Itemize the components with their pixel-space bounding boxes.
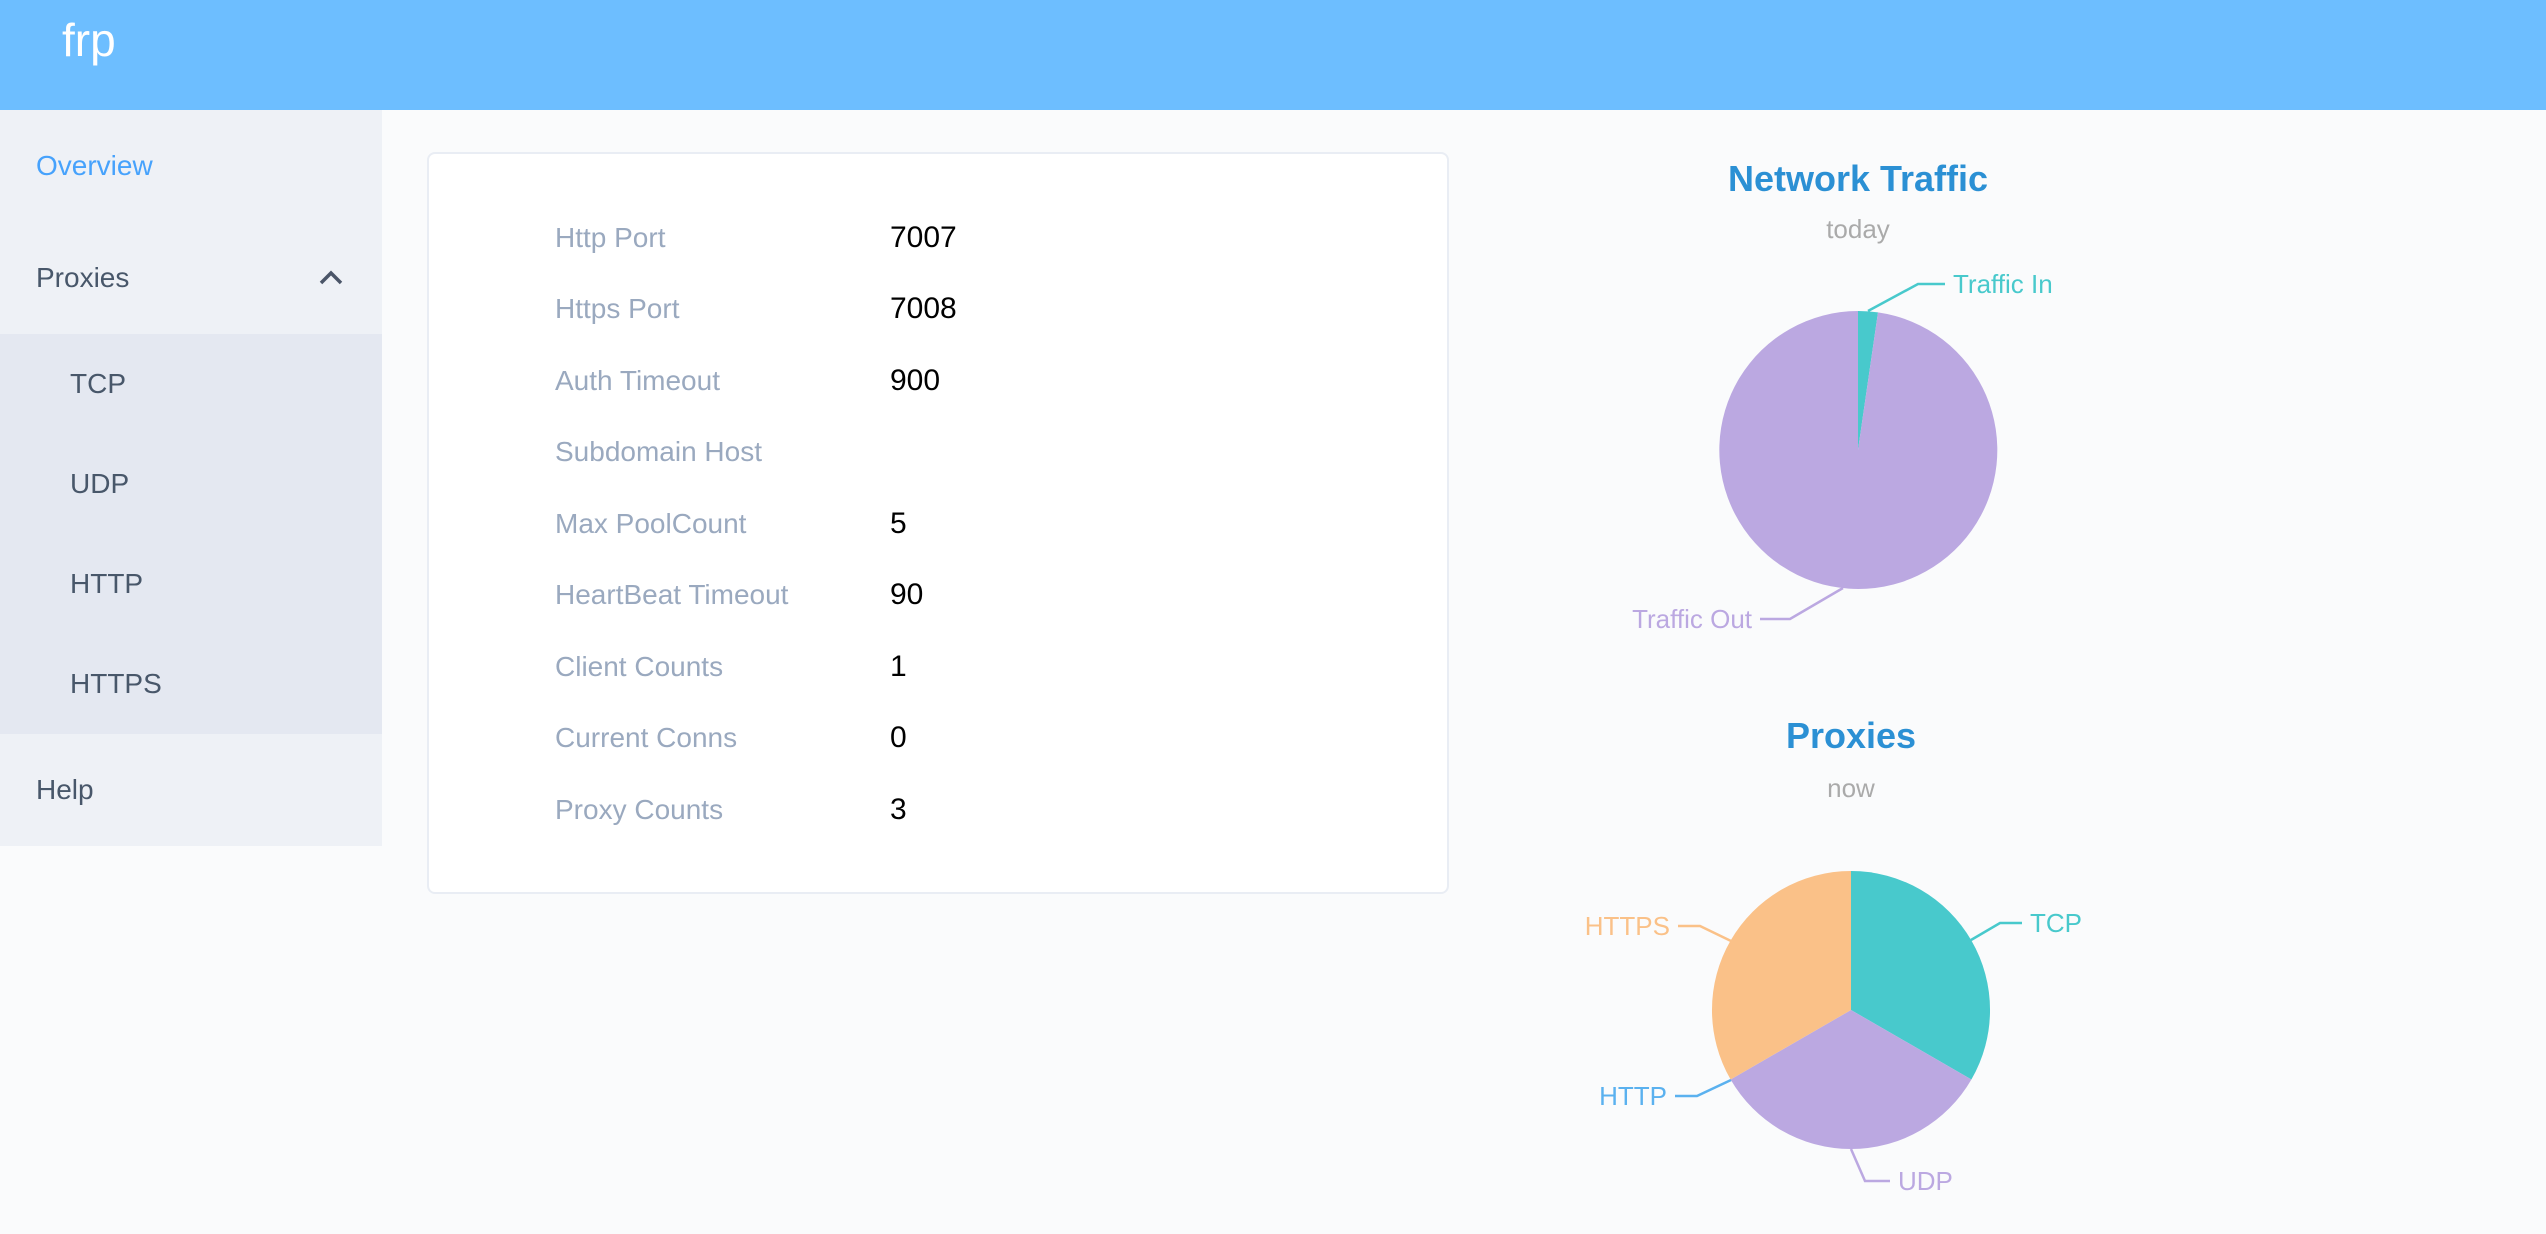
config-row: Auth Timeout 900 xyxy=(429,345,1447,417)
proxies-chart: Proxies now TCP UDP HTTP HTTPS xyxy=(1585,715,2082,1196)
config-value: 1 xyxy=(890,649,907,683)
sidebar-item-udp[interactable]: UDP xyxy=(70,468,130,499)
pie-slice-traffic-in[interactable] xyxy=(1858,310,1878,450)
config-row: Max PoolCount 5 xyxy=(429,488,1447,560)
sidebar-item-http[interactable]: HTTP xyxy=(70,568,144,599)
pie-slice-https[interactable] xyxy=(1711,871,1851,1080)
pie-label-line-https xyxy=(1678,924,1732,943)
config-label: Https Port xyxy=(555,293,680,325)
pie-slice-traffic-out[interactable] xyxy=(1719,311,1998,589)
proxies-submenu: TCP UDP HTTP HTTPS xyxy=(0,334,382,734)
server-info-card: Http Port 7007 Https Port 7008 Auth Timeout 9… xyxy=(427,152,1449,894)
chart-title-network-traffic: Network Traffic xyxy=(1728,158,1988,199)
config-row: Client Counts 1 xyxy=(429,631,1447,703)
config-value: 90 xyxy=(890,578,924,612)
pie-label-http: HTTP xyxy=(1599,1081,1667,1111)
sidebar-item-help[interactable]: Help xyxy=(36,774,94,805)
config-label: HeartBeat Timeout xyxy=(555,579,789,611)
pie-label-line-traffic-in xyxy=(1867,282,1945,313)
sidebar-item-proxies-label: Proxies xyxy=(36,262,130,293)
chart-title-proxies: Proxies xyxy=(1786,715,1916,756)
chart-subtitle-proxies: now xyxy=(1827,773,1875,803)
pie-label-https: HTTPS xyxy=(1585,911,1670,941)
sidebar-item-proxies[interactable]: Proxies xyxy=(0,222,382,334)
config-row: Https Port 7008 xyxy=(429,274,1447,346)
pie-slice-udp[interactable] xyxy=(1730,1010,1972,1150)
config-value: 7007 xyxy=(890,220,957,254)
config-label: Http Port xyxy=(555,221,666,253)
config-row: Subdomain Host xyxy=(429,417,1447,489)
config-label: Proxy Counts xyxy=(555,793,724,825)
config-value: 3 xyxy=(890,792,907,826)
network-traffic-chart: Network Traffic today Traffic InTraffic … xyxy=(1632,158,2053,634)
config-value: 0 xyxy=(890,721,907,755)
config-label: Subdomain Host xyxy=(555,436,763,468)
chevron-up-icon xyxy=(319,270,343,285)
pie-label-line-udp xyxy=(1849,1148,1890,1183)
config-row: Current Conns 0 xyxy=(429,703,1447,775)
chart-subtitle-network-traffic: today xyxy=(1826,214,1890,244)
config-label: Auth Timeout xyxy=(555,364,720,396)
config-value: 7008 xyxy=(890,292,957,326)
app-header: frp xyxy=(0,0,2546,110)
pie-label-udp: UDP xyxy=(1898,1166,1953,1196)
config-label: Current Conns xyxy=(555,722,738,754)
sidebar-item-https[interactable]: HTTPS xyxy=(70,668,162,699)
config-value: 5 xyxy=(890,506,907,540)
pie-label-line-traffic-out xyxy=(1760,586,1844,621)
sidebar-item-tcp[interactable]: TCP xyxy=(70,368,126,399)
pie-label-tcp: TCP xyxy=(2030,908,2082,938)
pie-slice-tcp[interactable] xyxy=(1851,871,1991,1080)
pie-label-line-tcp xyxy=(1970,921,2022,942)
config-row: Proxy Counts 3 xyxy=(429,774,1447,846)
sidebar-item-overview[interactable]: Overview xyxy=(36,150,153,181)
pie-label-traffic-out: Traffic Out xyxy=(1632,604,1753,634)
sidebar-menu: Overview Proxies TCP UDP HTTP HTTPS Help xyxy=(0,110,382,846)
config-rows: Http Port 7007 Https Port 7008 Auth Timeout 9… xyxy=(429,154,1447,846)
network-traffic-pie: Traffic In Traffic Out xyxy=(1632,269,2053,634)
config-value: 900 xyxy=(890,363,941,397)
config-row: Http Port 7007 xyxy=(429,202,1447,274)
app-logo: frp xyxy=(62,14,116,66)
config-label: Client Counts xyxy=(555,650,724,682)
config-label: Max PoolCount xyxy=(555,507,747,539)
pie-label-traffic-in: Traffic In xyxy=(1953,269,2053,299)
sidebar: Overview Proxies TCP UDP HTTP HTTPS Help xyxy=(0,110,382,846)
config-row: HeartBeat Timeout 90 xyxy=(429,560,1447,632)
proxies-pie: TCP UDP HTTP HTTPS xyxy=(1585,871,2082,1196)
pie-label-line-http xyxy=(1675,1078,1732,1098)
